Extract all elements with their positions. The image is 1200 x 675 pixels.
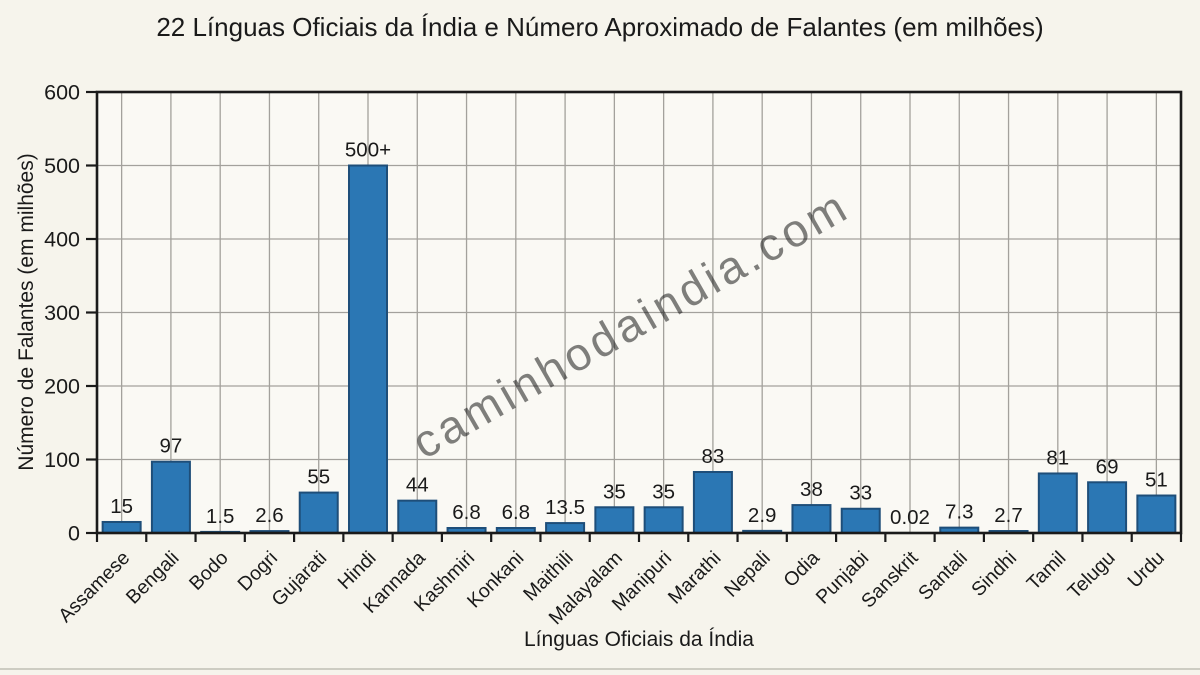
y-tick-labels: 0 100 200 300 400 500 600 (44, 81, 80, 546)
x-tick-label: Bodo (185, 547, 233, 595)
y-tick-label: 200 (44, 375, 80, 399)
value-label: 500+ (345, 139, 391, 162)
bar-marathi (692, 470, 733, 534)
bar-hindi (348, 164, 388, 534)
bar-urdu (1136, 494, 1177, 535)
bar-telugu (1087, 481, 1128, 535)
bar-tamil (1037, 472, 1078, 534)
scan-edge-artifact (0, 668, 1200, 670)
chart-title: 22 Línguas Oficiais da Índia e Número Ap… (156, 12, 1043, 42)
x-tick-label: Urdu (1123, 547, 1168, 592)
value-label: 15 (110, 495, 133, 518)
value-label: 55 (307, 466, 330, 489)
value-label: 33 (849, 482, 872, 505)
value-labels: 15 97 1.5 2.6 55 500+ 44 6.8 6.8 13.5 35 35 83 2.9 38 3… (110, 139, 1168, 529)
value-label: 69 (1096, 455, 1119, 478)
value-label: 6.8 (452, 501, 481, 524)
x-axis-title: Línguas Oficiais da Índia (524, 628, 754, 651)
bar-odia (791, 504, 832, 535)
value-label: 2.6 (255, 504, 284, 527)
bar-maithili (545, 522, 586, 535)
y-tick-label: 300 (44, 301, 80, 325)
x-tick-label: Odia (779, 547, 824, 592)
y-axis-title: Número de Falantes (em milhões) (15, 153, 38, 470)
bar-kannada (397, 499, 438, 535)
bar-gujarati (298, 491, 339, 535)
value-label: 35 (603, 480, 626, 503)
x-tick-label: Marathi (664, 547, 726, 609)
value-label: 81 (1046, 446, 1069, 469)
y-tick-label: 500 (44, 154, 80, 178)
value-label: 2.9 (748, 504, 777, 527)
x-tick-label: Sindhi (967, 547, 1021, 601)
bar-bengali (150, 460, 191, 534)
value-label: 44 (406, 474, 429, 497)
bar-assamese (101, 520, 142, 534)
y-tick-label: 600 (44, 81, 80, 105)
y-tick-label: 0 (68, 522, 80, 546)
value-label: 0.02 (890, 506, 930, 529)
bar-malayalam (594, 506, 635, 534)
y-tick-label: 400 (44, 228, 80, 252)
y-tick-label: 100 (44, 448, 80, 472)
value-label: 7.3 (945, 501, 974, 524)
x-tick-label: Nepali (720, 547, 775, 602)
value-label: 1.5 (206, 505, 235, 528)
value-label: 13.5 (545, 496, 585, 519)
x-tick-label: Gujarati (267, 547, 331, 611)
value-label: 97 (160, 435, 183, 458)
value-label: 38 (800, 478, 823, 501)
x-tick-label: Bengali (122, 547, 184, 609)
axis-ticks (86, 90, 1183, 542)
bar-manipuri (643, 506, 684, 534)
value-label: 83 (702, 445, 725, 468)
bar-punjabi (840, 507, 881, 534)
value-label: 2.7 (994, 504, 1023, 527)
x-tick-label: Telugu (1063, 547, 1119, 603)
value-label: 35 (652, 480, 675, 503)
x-tick-label: Santali (914, 547, 972, 605)
value-label: 6.8 (502, 501, 531, 524)
value-label: 51 (1145, 469, 1168, 492)
x-tick-label: Assamese (54, 547, 134, 627)
